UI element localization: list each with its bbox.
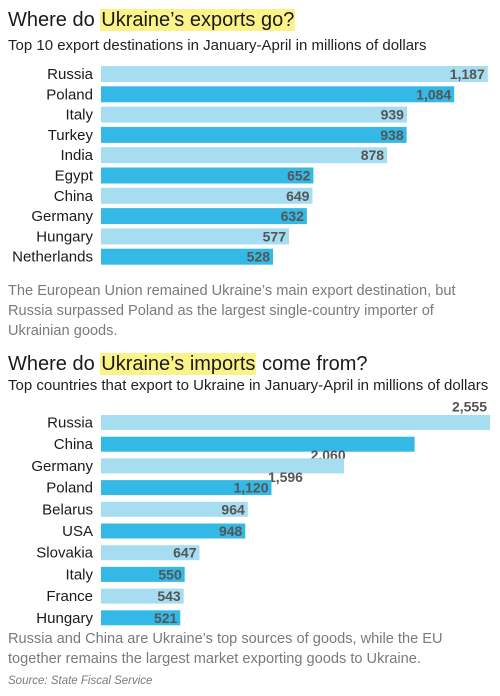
exports-subtitle: Top 10 export destinations in January-Ap…: [8, 37, 427, 54]
category-label: Hungary: [36, 228, 93, 245]
category-label: Slovakia: [36, 545, 93, 562]
bar-turkey: [101, 126, 407, 143]
value-label: 528: [247, 249, 271, 265]
bar-germany: [101, 458, 344, 474]
category-label: Italy: [65, 107, 93, 124]
category-label: China: [54, 188, 94, 205]
bar-hungary: [101, 228, 289, 245]
value-label: 938: [380, 127, 404, 143]
category-label: Turkey: [48, 127, 94, 144]
source-note: Source: State Fiscal Service: [8, 675, 153, 687]
category-label: Germany: [31, 458, 93, 475]
bar-netherlands: [101, 248, 273, 265]
bar-italy: [101, 106, 407, 123]
value-label: 1,084: [416, 86, 451, 102]
bar-poland: [101, 480, 272, 496]
category-label: India: [60, 147, 93, 164]
bar-belarus: [101, 501, 248, 517]
category-label: France: [46, 588, 93, 605]
bar-germany: [101, 208, 307, 225]
category-label: Netherlands: [12, 249, 93, 266]
exports-bar-chart: Russia 1,187 Poland 1,084 Italy 939 Turkey 938 I…: [12, 66, 488, 266]
exports-title-highlight: Ukraine’s exports go?: [100, 9, 296, 31]
category-label: Poland: [46, 86, 93, 103]
category-label: China: [54, 436, 94, 453]
category-label: Hungary: [36, 610, 93, 627]
exports-title-pre: Where do: [8, 9, 101, 31]
value-label: 577: [263, 228, 287, 244]
value-label: 948: [219, 523, 243, 539]
bar-egypt: [101, 167, 314, 184]
value-label: 1,120: [233, 480, 268, 496]
value-label: 632: [281, 208, 305, 224]
bar-italy: [101, 566, 185, 582]
exports-note: The European Union remained Ukraine’s ma…: [8, 283, 456, 339]
category-label: Russia: [47, 415, 94, 432]
bar-china: [101, 187, 313, 204]
category-label: Italy: [65, 566, 93, 583]
category-label: Russia: [47, 66, 94, 83]
imports-title-highlight: Ukraine’s imports: [100, 353, 257, 375]
value-label: 649: [286, 188, 310, 204]
value-label: 939: [381, 107, 405, 123]
category-label: Germany: [31, 208, 93, 225]
bar-slovakia: [101, 545, 200, 561]
value-label: 652: [287, 168, 311, 184]
imports-title-pre: Where do: [8, 353, 101, 375]
category-label: Egypt: [55, 168, 94, 185]
bar-hungary: [101, 610, 181, 626]
bar-france: [101, 588, 184, 604]
bar-china: [101, 436, 415, 452]
value-label: 1,596: [268, 469, 303, 485]
imports-note: Russia and China are Ukraine’s top sourc…: [8, 631, 443, 667]
value-label: 2,555: [452, 399, 487, 415]
exports-title: Where do Ukraine’s exports go?: [8, 9, 296, 32]
value-label: 550: [158, 566, 182, 582]
category-label: Belarus: [42, 501, 93, 518]
value-label: 543: [157, 588, 181, 604]
bar-russia: [101, 66, 488, 82]
value-label: 521: [154, 610, 178, 626]
value-label: 878: [361, 147, 385, 163]
category-label: USA: [62, 523, 93, 540]
bar-usa: [101, 523, 246, 539]
imports-title: Where do Ukraine’s imports come from?: [8, 353, 368, 376]
imports-subtitle: Top countries that export to Ukraine in …: [8, 377, 489, 394]
bar-poland: [101, 86, 455, 103]
value-label: 647: [173, 545, 197, 561]
category-label: Poland: [46, 480, 93, 497]
bar-india: [101, 147, 388, 164]
value-label: 964: [221, 501, 245, 517]
bar-russia: [101, 415, 490, 430]
value-label: 1,187: [450, 66, 485, 82]
imports-title-post: come from?: [256, 353, 368, 375]
